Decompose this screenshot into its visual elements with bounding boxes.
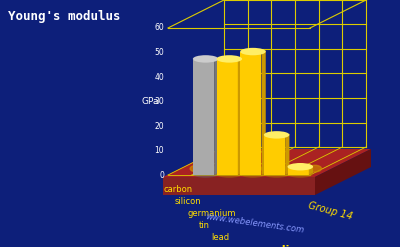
Ellipse shape xyxy=(193,170,218,178)
Ellipse shape xyxy=(240,48,266,55)
Polygon shape xyxy=(216,60,238,175)
Polygon shape xyxy=(163,149,371,177)
Ellipse shape xyxy=(264,131,290,139)
Polygon shape xyxy=(315,149,371,195)
Ellipse shape xyxy=(214,165,227,172)
Ellipse shape xyxy=(190,165,203,172)
Ellipse shape xyxy=(288,170,313,178)
Polygon shape xyxy=(262,50,266,175)
Text: ununquadium: ununquadium xyxy=(223,245,309,247)
Polygon shape xyxy=(193,60,214,175)
Text: 30: 30 xyxy=(154,97,164,106)
Ellipse shape xyxy=(240,170,266,178)
Ellipse shape xyxy=(238,165,250,172)
Polygon shape xyxy=(264,136,285,175)
Text: lead: lead xyxy=(211,233,229,242)
Text: Group 14: Group 14 xyxy=(307,200,353,222)
Ellipse shape xyxy=(308,165,322,172)
Ellipse shape xyxy=(264,170,290,178)
Polygon shape xyxy=(288,168,309,175)
Text: silicon: silicon xyxy=(175,197,202,206)
Ellipse shape xyxy=(216,55,242,63)
Text: tin: tin xyxy=(199,221,210,230)
Text: germanium: germanium xyxy=(187,209,236,218)
Text: carbon: carbon xyxy=(163,185,192,194)
Polygon shape xyxy=(214,58,218,175)
Text: 10: 10 xyxy=(154,146,164,155)
Polygon shape xyxy=(163,177,315,195)
Ellipse shape xyxy=(193,55,218,63)
Polygon shape xyxy=(238,58,242,175)
Text: 20: 20 xyxy=(154,122,164,130)
Ellipse shape xyxy=(216,170,242,178)
Text: Young's modulus: Young's modulus xyxy=(8,10,120,23)
Text: 60: 60 xyxy=(154,23,164,33)
Text: www.webelements.com: www.webelements.com xyxy=(205,212,305,235)
Text: 50: 50 xyxy=(154,48,164,57)
Ellipse shape xyxy=(261,165,274,172)
Text: 40: 40 xyxy=(154,73,164,82)
Polygon shape xyxy=(285,134,290,175)
Polygon shape xyxy=(240,53,262,175)
Polygon shape xyxy=(309,165,313,175)
Ellipse shape xyxy=(285,165,298,172)
Ellipse shape xyxy=(288,163,313,170)
Text: GPa: GPa xyxy=(141,97,159,106)
Text: 0: 0 xyxy=(159,170,164,180)
